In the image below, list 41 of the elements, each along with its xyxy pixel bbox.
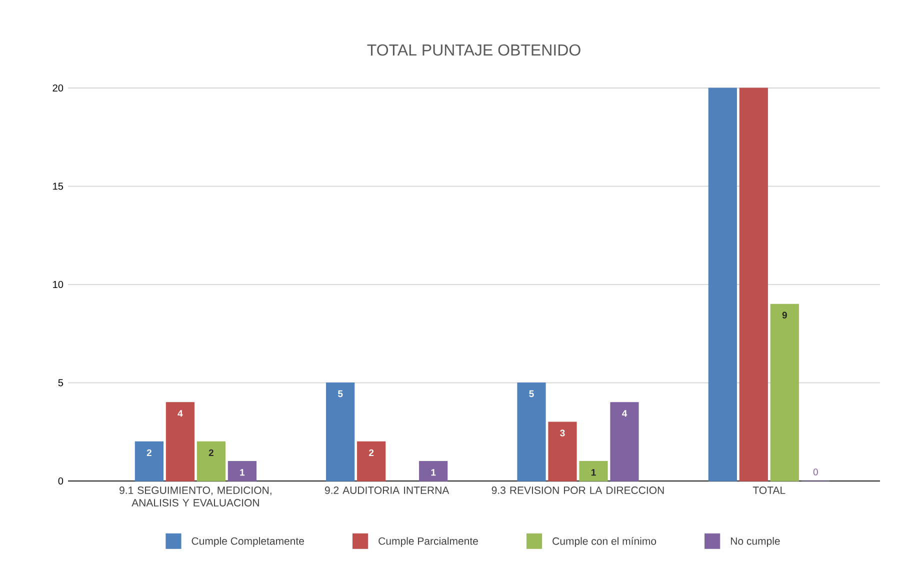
legend-label: No cumple bbox=[730, 537, 780, 547]
bar bbox=[548, 422, 577, 482]
data-label: 1 bbox=[591, 469, 596, 476]
bar bbox=[419, 461, 448, 482]
bar bbox=[166, 402, 194, 482]
bar bbox=[228, 461, 256, 482]
y-tick-label: 10 bbox=[53, 280, 64, 288]
data-label: 5 bbox=[338, 390, 343, 398]
data-label: 2 bbox=[208, 449, 214, 456]
x-tick-label: 9.1 SEGUIMIENTO, MEDICION, ANALISIS Y EVALUACION bbox=[120, 486, 272, 506]
bar bbox=[196, 441, 226, 482]
bar bbox=[610, 402, 639, 482]
bar bbox=[357, 441, 386, 482]
data-label: 1 bbox=[431, 469, 436, 476]
bar bbox=[579, 461, 608, 482]
legend-label: Cumple con el mínimo bbox=[552, 537, 656, 547]
data-label: 4 bbox=[178, 410, 183, 417]
data-label: 2 bbox=[146, 449, 152, 456]
data-label: 2 bbox=[369, 449, 374, 456]
chart-title: TOTAL PUNTAJE OBTENIDO bbox=[367, 44, 580, 56]
x-tick-label: TOTAL bbox=[752, 486, 786, 494]
y-tick-label: 0 bbox=[58, 477, 64, 485]
bar bbox=[770, 304, 799, 482]
y-tick-label: 5 bbox=[58, 379, 64, 386]
bar bbox=[326, 382, 355, 482]
x-tick-label: 9.3 REVISION POR LA DIRECCION bbox=[492, 486, 664, 494]
bar bbox=[517, 382, 546, 482]
data-label: 3 bbox=[560, 430, 565, 436]
data-label: 5 bbox=[529, 390, 534, 398]
data-label: 1 bbox=[240, 469, 245, 476]
bar bbox=[708, 88, 737, 482]
data-label: 9 bbox=[782, 312, 787, 319]
data-label: 0 bbox=[813, 468, 818, 476]
bar bbox=[134, 441, 164, 482]
legend-label: Cumple Parcialmente bbox=[378, 537, 478, 547]
x-tick-label: 9.2 AUDITORIA INTERNA bbox=[324, 486, 450, 494]
legend-label: Cumple Completamente bbox=[192, 537, 304, 547]
bar bbox=[739, 88, 768, 482]
data-label: 4 bbox=[622, 410, 628, 417]
y-tick-label: 20 bbox=[52, 84, 64, 92]
y-tick-label: 15 bbox=[53, 182, 64, 190]
